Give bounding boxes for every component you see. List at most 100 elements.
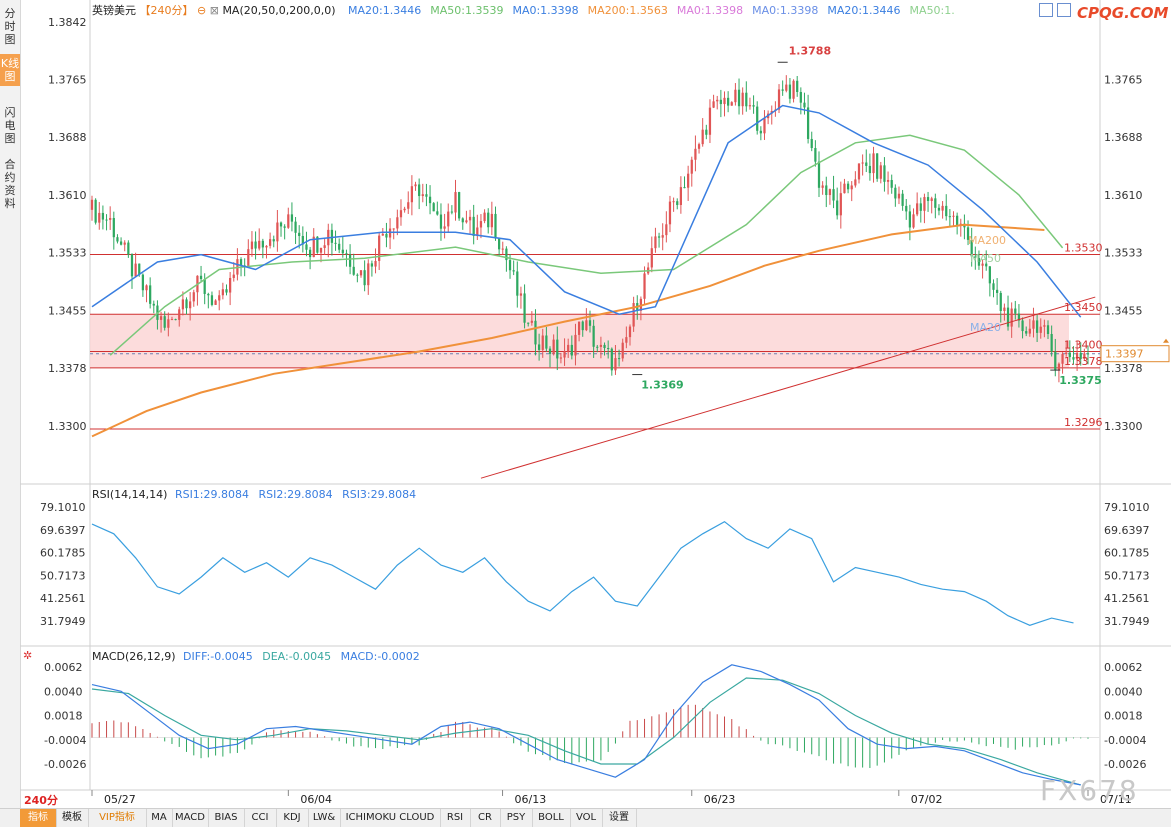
candle xyxy=(370,260,374,277)
candle xyxy=(788,77,792,104)
ma-legend-item: MA20:1.3446 xyxy=(827,4,901,17)
y-tick-label-right: 1.3378 xyxy=(1104,362,1143,375)
candle xyxy=(1039,318,1042,339)
ma200-line xyxy=(91,223,1045,438)
ma-legend-item: MA50:1. xyxy=(909,4,955,17)
candle-body xyxy=(159,316,163,320)
candle xyxy=(403,206,406,213)
candle xyxy=(723,91,726,117)
candle xyxy=(1050,325,1053,357)
candle-body xyxy=(381,233,384,236)
candle xyxy=(577,321,581,342)
candle-body xyxy=(494,213,497,239)
candle xyxy=(632,296,635,332)
candle-body xyxy=(610,348,613,371)
tab-k-line[interactable]: K线图 xyxy=(0,54,20,86)
candle-body xyxy=(294,221,297,233)
indicator-tab[interactable]: CCI xyxy=(244,809,277,827)
candle-body xyxy=(359,270,363,276)
toggle-icon[interactable]: ⊖ xyxy=(197,4,207,17)
indicator-tab[interactable]: VOL xyxy=(570,809,603,827)
rsi1-value: RSI1:29.8084 xyxy=(174,488,249,501)
candle xyxy=(727,91,730,113)
candle xyxy=(276,210,279,252)
fullscreen-icon[interactable] xyxy=(1057,3,1071,17)
candle xyxy=(141,273,145,297)
candle-body xyxy=(799,92,802,103)
candle xyxy=(94,198,97,225)
indicator-tab[interactable]: CR xyxy=(470,809,501,827)
candle xyxy=(741,87,744,115)
macd-settings-icon[interactable]: ✲ xyxy=(23,649,33,662)
period-selector[interactable]: 240分 xyxy=(24,793,76,808)
candle-body xyxy=(312,236,315,258)
indicator-tab[interactable]: BIAS xyxy=(208,809,245,827)
period-tag[interactable]: 【240分】 xyxy=(139,4,194,17)
indicator-tab[interactable]: BOLL xyxy=(532,809,571,827)
candle-body xyxy=(116,237,119,242)
candle-body xyxy=(465,220,468,223)
candle-body xyxy=(1006,307,1010,327)
tab-contract-info[interactable]: 合约资料 xyxy=(4,158,16,210)
candle xyxy=(1035,314,1039,343)
tab-flash-chart[interactable]: 闪电图 xyxy=(4,106,16,145)
candle-body xyxy=(861,162,864,164)
candle xyxy=(828,188,832,205)
indicator-tab[interactable]: VIP指标 xyxy=(88,809,147,827)
indicator-tab[interactable]: KDJ xyxy=(276,809,309,827)
candle-body xyxy=(385,233,388,238)
candle xyxy=(719,89,722,118)
rsi-tick-label-left: 50.7173 xyxy=(40,569,86,582)
diff-value: DIFF:-0.0045 xyxy=(183,650,253,663)
indicator-icon[interactable]: ⊠ xyxy=(209,4,219,17)
candle-body xyxy=(956,215,959,226)
candle xyxy=(476,214,479,241)
candle-body xyxy=(777,89,781,110)
candle-body xyxy=(872,153,875,174)
candle-body xyxy=(1003,307,1006,312)
candle-body xyxy=(937,207,941,211)
macd-tick-label-right: 0.0040 xyxy=(1104,685,1143,698)
indicator-tab[interactable]: MA xyxy=(146,809,173,827)
candle xyxy=(392,228,395,240)
candle xyxy=(123,240,126,252)
candle-body xyxy=(974,256,977,259)
candle-body xyxy=(268,239,272,246)
candle-body xyxy=(567,344,570,352)
candle xyxy=(428,185,432,215)
indicator-tab[interactable]: MACD xyxy=(172,809,209,827)
candle xyxy=(814,140,817,167)
candle-body xyxy=(894,187,897,199)
indicator-tab[interactable]: RSI xyxy=(440,809,471,827)
indicator-tab[interactable]: LW& xyxy=(308,809,341,827)
indicator-tab[interactable]: PSY xyxy=(500,809,533,827)
x-tick-label: 06/23 xyxy=(704,793,736,806)
layout-grid-icon[interactable] xyxy=(1039,3,1053,17)
indicator-tab[interactable]: 指标 xyxy=(20,809,57,827)
chart-canvas[interactable]: 1.3842 1.3765 1.3765 1.3688 1.3688 1.3610 1.36… xyxy=(0,0,1171,808)
candle xyxy=(512,260,515,276)
indicator-tab[interactable]: ICHIMOKU CLOUD xyxy=(340,809,441,827)
indicator-tab[interactable]: 设置 xyxy=(602,809,637,827)
candle xyxy=(545,327,548,352)
candle-body xyxy=(945,205,948,217)
candle-body xyxy=(756,106,759,131)
candle-body xyxy=(348,254,352,267)
candle-body xyxy=(272,239,275,242)
macd-legend: MACD(26,12,9) DIFF:-0.0045 DEA:-0.0045 M… xyxy=(92,650,420,664)
candle xyxy=(534,309,537,356)
rsi-tick-label-left: 79.1010 xyxy=(40,501,86,514)
candle-body xyxy=(577,321,581,335)
candle xyxy=(127,240,130,258)
candle xyxy=(287,207,290,229)
indicator-tab[interactable]: 模板 xyxy=(56,809,89,827)
candle-body xyxy=(865,162,868,166)
y-tick-label-right: 1.3300 xyxy=(1104,420,1143,433)
candle xyxy=(567,338,570,358)
tab-time-sharing[interactable]: 分时图 xyxy=(4,7,16,46)
main-legend: 英镑美元 【240分】 ⊖ ⊠ MA(20,50,0,200,0,0) MA20… xyxy=(92,3,955,19)
x-tick-label: 06/13 xyxy=(515,793,547,806)
x-tick-label: 07/11 xyxy=(1100,793,1132,806)
rsi-tick-label-right: 41.2561 xyxy=(1104,592,1150,605)
candle-body xyxy=(941,205,944,211)
